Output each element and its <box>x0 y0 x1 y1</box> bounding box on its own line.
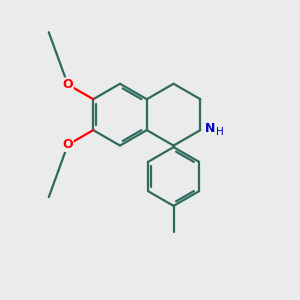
Text: O: O <box>62 78 73 91</box>
Text: O: O <box>62 138 73 151</box>
Text: H: H <box>216 127 224 136</box>
Text: N: N <box>205 122 215 135</box>
